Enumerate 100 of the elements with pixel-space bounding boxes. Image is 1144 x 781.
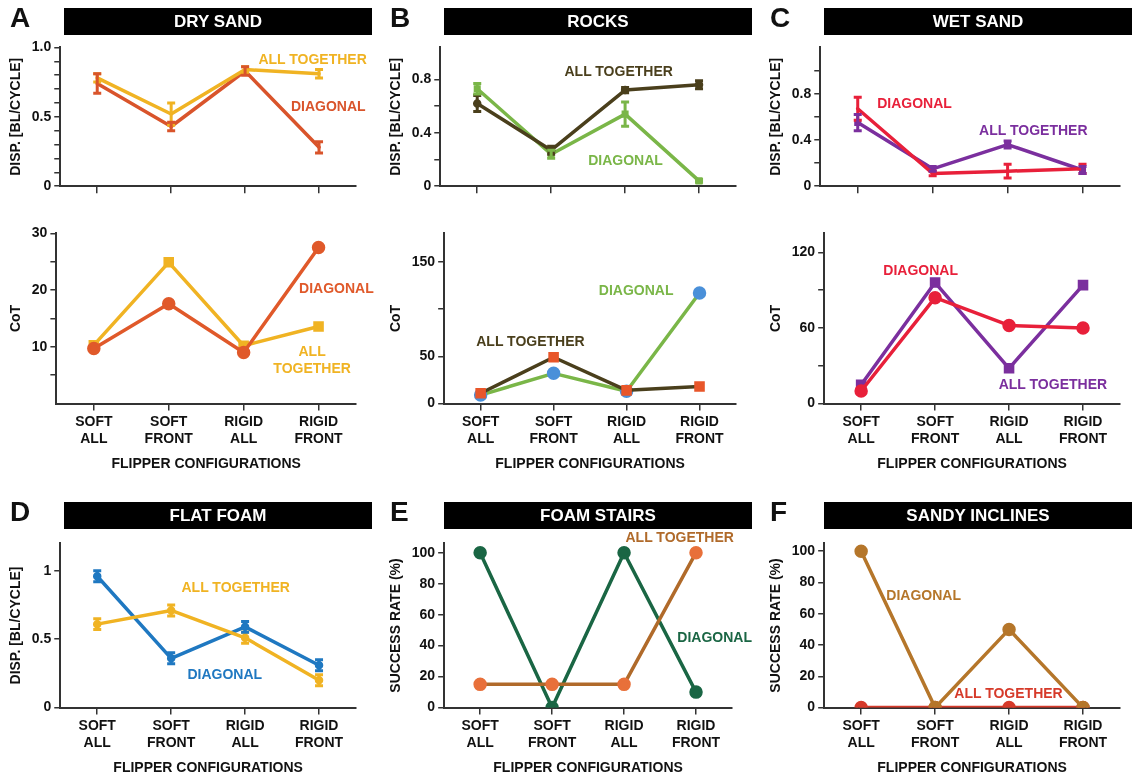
y-tick-label: 0.5 xyxy=(31,107,52,124)
series-label: DIAGONAL xyxy=(677,629,753,646)
series-label: DIAGONAL xyxy=(299,280,375,297)
x-tick-label: RIGID FRONT xyxy=(671,716,721,750)
y-tick-label: 0 xyxy=(807,698,816,715)
y-tick-label: 0 xyxy=(427,698,436,715)
y-tick-label: 60 xyxy=(419,605,436,622)
y-tick-label: 150 xyxy=(411,252,436,269)
text: D xyxy=(10,496,31,528)
x-tick-label: RIGID ALL xyxy=(224,412,264,446)
y-tick-label: 100 xyxy=(411,543,436,560)
x-axis-title: FLIPPER CONFIGURATIONS xyxy=(111,455,301,472)
x-tick-label: SOFT FRONT xyxy=(527,716,577,750)
y-tick-label: 40 xyxy=(419,636,436,653)
x-tick-label: SOFT FRONT xyxy=(147,716,196,750)
x-axis-title: FLIPPER CONFIGURATIONS xyxy=(493,759,683,776)
y-tick-label: 60 xyxy=(799,604,816,621)
x-tick-label: SOFT FRONT xyxy=(910,716,960,750)
x-tick-label: SOFT FRONT xyxy=(529,412,579,446)
x-axis-title: FLIPPER CONFIGURATIONS xyxy=(877,759,1067,776)
x-tick-label: SOFT FRONT xyxy=(910,412,960,446)
series-label: DIAGONAL xyxy=(598,282,674,299)
y-tick-label: 100 xyxy=(791,542,816,559)
x-axis-title: FLIPPER CONFIGURATIONS xyxy=(495,455,685,472)
y-tick-label: 1.0 xyxy=(31,38,52,55)
x-tick-label: SOFT ALL xyxy=(75,412,113,446)
series-label: DIAGONAL xyxy=(290,97,367,114)
y-axis-title: SUCCESS RATE (%) xyxy=(387,558,404,693)
y-tick-label: 1 xyxy=(43,561,52,578)
chart-title: DRY SAND xyxy=(64,8,372,35)
chart-title: WET SAND xyxy=(824,8,1132,35)
y-tick-label: 0 xyxy=(423,177,432,194)
y-tick-label: 80 xyxy=(419,574,436,591)
y-tick-label: 50 xyxy=(419,347,436,364)
y-tick-label: 10 xyxy=(31,337,48,354)
y-tick-label: 30 xyxy=(31,224,48,241)
x-tick-label: RIGID ALL xyxy=(604,716,644,750)
y-axis-title: CoT xyxy=(387,304,404,333)
y-tick-label: 120 xyxy=(791,243,816,260)
x-tick-label: RIGID ALL xyxy=(989,716,1029,750)
chart-title: FOAM STAIRS xyxy=(444,502,752,529)
y-tick-label: 0.5 xyxy=(31,630,52,647)
y-tick-label: 0.4 xyxy=(791,130,812,147)
series-label: ALL TOGETHER xyxy=(564,63,673,80)
y-tick-label: 0.8 xyxy=(791,84,812,101)
y-tick-label: 0 xyxy=(803,177,812,194)
text: E xyxy=(390,496,409,528)
y-tick-label: 80 xyxy=(799,573,816,590)
y-tick-label: 0 xyxy=(807,394,816,411)
y-tick-label: 20 xyxy=(419,667,436,684)
x-tick-label: RIGID ALL xyxy=(607,412,646,446)
series-label: ALL TOGETHER xyxy=(181,578,290,595)
y-tick-label: 20 xyxy=(799,667,816,684)
series-label: ALL TOGETHER xyxy=(954,685,1063,702)
series-label: ALL TOGETHER xyxy=(625,529,734,546)
x-tick-label: RIGID ALL xyxy=(989,412,1029,446)
series-label: DIAGONAL xyxy=(187,665,263,682)
x-tick-label: SOFT ALL xyxy=(78,716,117,750)
x-tick-label: RIGID FRONT xyxy=(294,412,344,446)
series-label: DIAGONAL xyxy=(877,95,953,112)
series-label: DIAGONAL xyxy=(886,586,962,603)
text: A xyxy=(10,2,31,34)
x-tick-label: SOFT FRONT xyxy=(144,412,194,446)
x-axis-title: FLIPPER CONFIGURATIONS xyxy=(113,759,303,776)
x-tick-label: SOFT ALL xyxy=(842,716,881,750)
y-tick-label: 0.8 xyxy=(411,70,432,87)
x-tick-label: RIGID FRONT xyxy=(294,716,344,750)
y-tick-label: 0.4 xyxy=(411,123,432,140)
x-tick-label: RIGID FRONT xyxy=(1058,716,1108,750)
y-tick-label: 0 xyxy=(43,177,52,194)
y-tick-label: 0 xyxy=(427,394,436,411)
chart-title: ROCKS xyxy=(444,8,752,35)
series-label: ALL TOGETHER xyxy=(273,343,351,377)
y-tick-label: 60 xyxy=(799,318,816,335)
y-axis-title: SUCCESS RATE (%) xyxy=(767,558,784,693)
x-tick-label: RIGID FRONT xyxy=(675,412,725,446)
series-label: ALL TOGETHER xyxy=(258,50,367,67)
y-tick-label: 40 xyxy=(799,635,816,652)
x-tick-label: SOFT ALL xyxy=(842,412,881,446)
series-label: ALL TOGETHER xyxy=(476,333,585,350)
text: F xyxy=(770,496,788,528)
series-label: DIAGONAL xyxy=(588,152,664,169)
x-tick-label: SOFT ALL xyxy=(461,716,500,750)
y-axis-title: CoT xyxy=(7,304,24,333)
chart-title: SANDY INCLINES xyxy=(824,502,1132,529)
y-axis-title: DISP. [BL/CYCLE] xyxy=(7,57,24,176)
series-label: ALL TOGETHER xyxy=(979,121,1088,138)
chart-title: FLAT FOAM xyxy=(64,502,372,529)
text: B xyxy=(390,2,411,34)
x-tick-label: SOFT ALL xyxy=(461,412,500,446)
y-tick-label: 20 xyxy=(31,280,48,297)
x-axis-title: FLIPPER CONFIGURATIONS xyxy=(877,455,1067,472)
y-axis-title: DISP. [BL/CYCLE] xyxy=(767,57,784,176)
y-axis-title: CoT xyxy=(767,304,784,333)
series-label: DIAGONAL xyxy=(883,261,959,278)
y-tick-label: 0 xyxy=(43,698,52,715)
series-label: ALL TOGETHER xyxy=(998,375,1108,392)
y-axis-title: DISP. [BL/CYCLE] xyxy=(387,57,404,176)
x-tick-label: RIGID FRONT xyxy=(1058,412,1108,446)
y-axis-title: DISP. [BL/CYCLE] xyxy=(7,566,24,685)
